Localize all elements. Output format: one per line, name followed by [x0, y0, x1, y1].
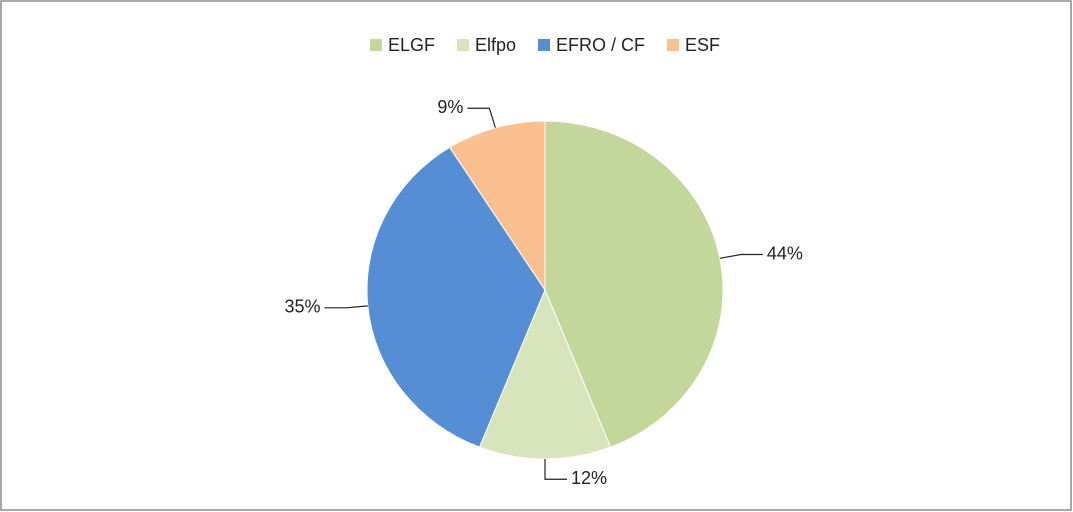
leader-line	[467, 107, 496, 128]
legend-swatch	[667, 39, 680, 51]
data-label: 9%	[437, 97, 463, 117]
pie-slice	[544, 120, 724, 448]
data-label: 12%	[571, 468, 607, 488]
pie-slice	[448, 120, 546, 292]
data-label: 35%	[284, 297, 320, 317]
legend-label: ELGF	[388, 35, 435, 55]
data-label: 44%	[767, 243, 803, 263]
legend-swatch	[456, 39, 469, 51]
legend: ELGF Elfpo EFRO / CF ESF	[369, 35, 720, 55]
legend-label: EFRO / CF	[556, 35, 645, 55]
leader-line	[544, 459, 567, 480]
legend-label: Elfpo	[475, 35, 516, 55]
legend-label: ESF	[685, 35, 720, 55]
pie-slice	[478, 288, 612, 460]
pie-slice	[366, 146, 546, 448]
legend-swatch	[369, 39, 382, 51]
legend-swatch	[538, 39, 551, 51]
leader-line	[324, 305, 368, 309]
leader-line	[719, 253, 763, 259]
